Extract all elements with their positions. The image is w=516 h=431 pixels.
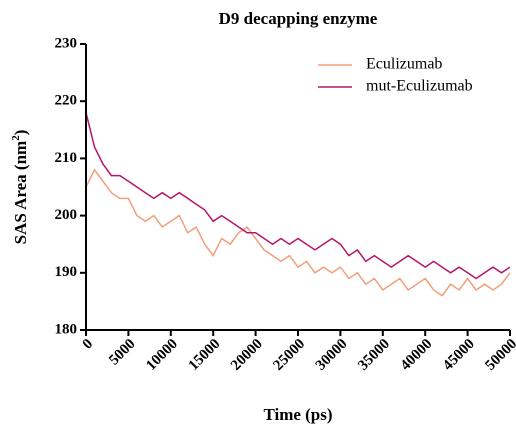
x-tick-label: 0 <box>80 336 97 353</box>
y-tick-label: 180 <box>55 321 78 337</box>
x-tick-label: 50000 <box>482 336 516 374</box>
x-tick-label: 15000 <box>186 336 224 374</box>
y-label-sup: 2 <box>10 135 22 141</box>
x-tick-label: 30000 <box>313 336 351 374</box>
x-tick-label: 45000 <box>440 336 478 374</box>
x-axis-label: Time (ps) <box>263 405 332 424</box>
y-tick-label: 200 <box>55 207 78 223</box>
x-tick-label: 40000 <box>398 336 436 374</box>
y-label-end: ) <box>11 130 30 136</box>
y-tick-label: 210 <box>55 150 78 166</box>
x-tick-label: 10000 <box>143 336 181 374</box>
series-line <box>85 168 511 297</box>
x-tick-label: 5000 <box>106 336 139 369</box>
legend-label: Eculizumab <box>366 56 442 73</box>
x-tick-label: 20000 <box>228 336 266 374</box>
y-tick-label: 220 <box>55 93 78 109</box>
legend-label: mut-Eculizumab <box>366 78 473 95</box>
y-axis-label: SAS Area (nm2) <box>10 130 30 245</box>
y-tick-label: 230 <box>55 35 78 51</box>
y-tick-label: 190 <box>55 264 78 280</box>
chart-title: D9 decapping enzyme <box>219 9 378 28</box>
x-tick-label: 25000 <box>270 336 308 374</box>
y-label-main: SAS Area (nm <box>11 141 30 245</box>
x-tick-label: 35000 <box>355 336 393 374</box>
series-line <box>85 112 511 280</box>
